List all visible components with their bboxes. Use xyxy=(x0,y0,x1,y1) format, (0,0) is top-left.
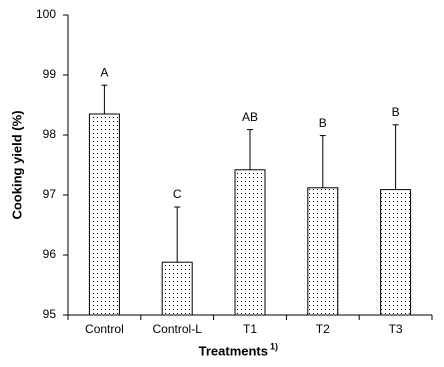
bar xyxy=(234,169,266,316)
x-tick-label: T1 xyxy=(243,322,257,336)
x-axis-label-sup: 1) xyxy=(270,341,278,351)
y-tick-label: 96 xyxy=(43,247,57,261)
bar xyxy=(161,261,193,316)
significance-letter: C xyxy=(173,187,182,201)
bar xyxy=(307,187,339,316)
x-tick-label: T2 xyxy=(316,322,330,336)
significance-letter: AB xyxy=(242,110,258,124)
bar xyxy=(380,189,412,316)
x-axis-label: Treatments xyxy=(199,343,268,358)
y-tick-label: 97 xyxy=(43,187,57,201)
y-axis-label: Cooking yield (%) xyxy=(9,110,24,219)
significance-letter: B xyxy=(392,105,400,119)
significance-letter: A xyxy=(100,65,108,79)
y-tick-label: 95 xyxy=(43,307,57,321)
x-tick-label: Control xyxy=(85,322,124,336)
y-tick-label: 98 xyxy=(43,127,57,141)
y-tick-label: 100 xyxy=(36,7,56,21)
x-tick-label: T3 xyxy=(389,322,403,336)
significance-letter: B xyxy=(319,116,327,130)
bar xyxy=(88,113,120,316)
y-tick-label: 99 xyxy=(43,67,57,81)
x-tick-label: Control-L xyxy=(153,322,203,336)
